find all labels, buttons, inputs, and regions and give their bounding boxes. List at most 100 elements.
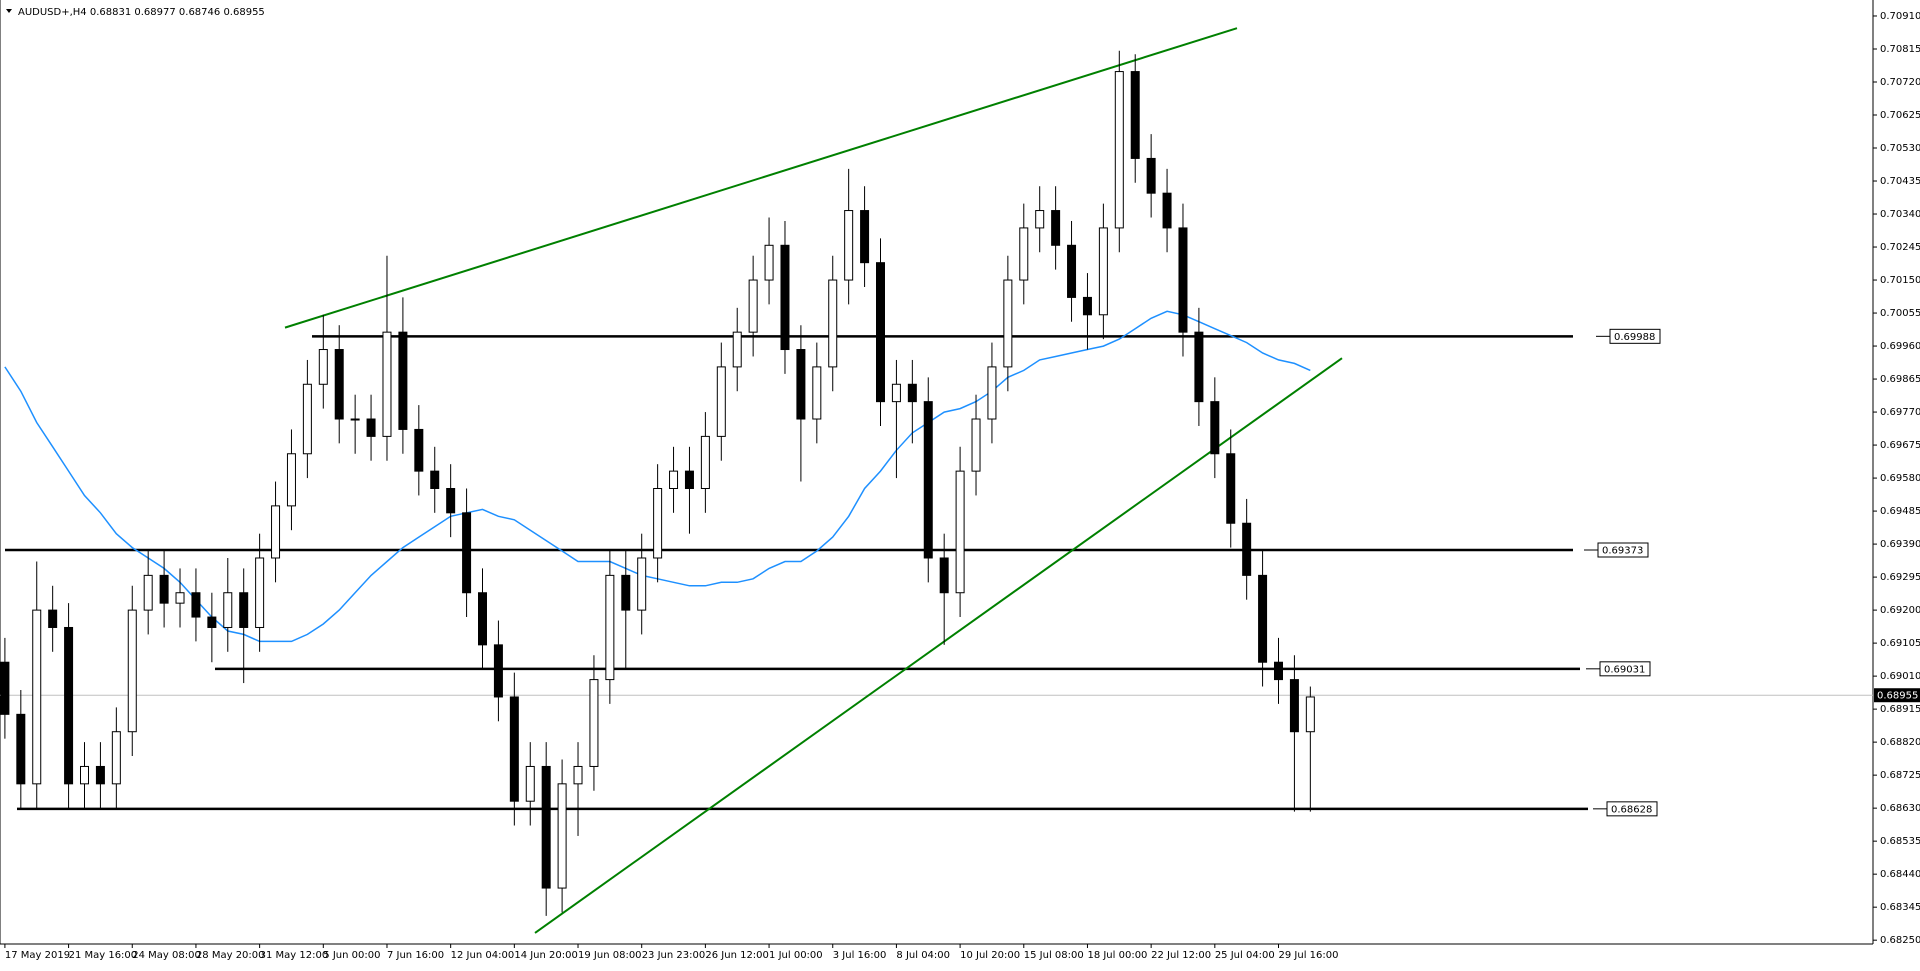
y-tick-label: 0.69770 xyxy=(1880,407,1920,418)
candle-body xyxy=(1130,71,1140,159)
candle-body xyxy=(844,210,854,281)
candle-body xyxy=(207,616,217,628)
candle-body xyxy=(1067,244,1077,298)
x-tick-label: 21 May 16:00 xyxy=(69,950,138,961)
candle-body xyxy=(478,592,487,646)
candle-body xyxy=(1289,679,1299,733)
candle-body xyxy=(509,696,519,802)
x-tick-label: 1 Jul 00:00 xyxy=(769,950,823,961)
candle-body xyxy=(780,244,790,351)
candle-body xyxy=(48,609,58,628)
candle-body xyxy=(939,557,949,594)
candle-body xyxy=(525,765,535,802)
candle-body xyxy=(302,383,312,455)
y-tick-label: 0.70055 xyxy=(1880,308,1920,319)
x-tick-label: 19 Jun 08:00 xyxy=(578,950,642,961)
y-tick-label: 0.69200 xyxy=(1880,605,1920,616)
candle-body xyxy=(1114,71,1124,229)
y-tick-label: 0.69295 xyxy=(1880,572,1920,583)
candle-body xyxy=(1051,210,1061,246)
candle-body xyxy=(255,557,265,628)
current-price-box xyxy=(1874,688,1920,703)
candle-body xyxy=(700,435,710,490)
candle-body xyxy=(1226,453,1236,524)
candle-body xyxy=(1019,227,1029,281)
candle-body xyxy=(32,609,42,785)
candle-body xyxy=(1146,157,1156,194)
x-tick-label: 26 Jun 12:00 xyxy=(705,950,769,961)
candle-body xyxy=(1082,296,1092,316)
candle-body xyxy=(860,210,870,264)
candle-body xyxy=(891,383,901,403)
trendline xyxy=(534,357,1343,934)
candle-body xyxy=(541,765,551,889)
candle-body xyxy=(111,731,121,785)
candle-body xyxy=(493,644,503,698)
level-label-box xyxy=(1609,328,1661,344)
y-tick-label: 0.68820 xyxy=(1880,737,1920,748)
y-tick-label: 0.68440 xyxy=(1880,869,1920,880)
y-tick-label: 0.69010 xyxy=(1880,671,1920,682)
candle-body xyxy=(414,428,424,472)
x-tick-label: 12 Jun 04:00 xyxy=(451,950,515,961)
candle-body xyxy=(987,366,997,420)
x-tick-label: 24 May 08:00 xyxy=(132,950,201,961)
y-tick-label: 0.69865 xyxy=(1880,374,1920,385)
x-tick-label: 17 May 2019 xyxy=(5,950,70,961)
candle-body xyxy=(907,383,917,403)
y-tick-label: 0.68250 xyxy=(1880,935,1920,946)
menu-arrow[interactable] xyxy=(6,9,12,13)
candle-body xyxy=(1098,227,1108,316)
y-tick-label: 0.70150 xyxy=(1880,275,1920,286)
candle-body xyxy=(286,453,296,507)
candle-body xyxy=(127,609,137,733)
candle-body xyxy=(955,470,965,594)
x-tick-label: 3 Jul 16:00 xyxy=(833,950,887,961)
x-tick-label: 23 Jun 23:00 xyxy=(642,950,706,961)
candle-body xyxy=(350,418,360,421)
candle-body xyxy=(1003,279,1013,368)
candle-body xyxy=(64,626,74,785)
level-label: 0.69373 xyxy=(1602,546,1643,557)
level-label: 0.69031 xyxy=(1604,664,1645,675)
candle-body xyxy=(1162,192,1172,229)
candle-body xyxy=(876,262,885,403)
candle-body xyxy=(1305,696,1315,733)
candle-body xyxy=(796,349,806,420)
level-label-box xyxy=(1597,542,1649,558)
candle-body xyxy=(80,765,89,785)
candle-body xyxy=(462,512,472,594)
candle-body xyxy=(589,679,599,767)
candle-body xyxy=(1274,661,1283,681)
y-tick-label: 0.70435 xyxy=(1880,176,1920,187)
candle-body xyxy=(605,574,615,681)
candle-body xyxy=(637,557,647,611)
candle-body xyxy=(271,505,281,559)
y-tick-label: 0.70910 xyxy=(1880,11,1920,22)
x-tick-label: 29 Jul 16:00 xyxy=(1279,950,1339,961)
y-tick-label: 0.70625 xyxy=(1880,110,1920,121)
x-tick-label: 14 Jun 20:00 xyxy=(514,950,578,961)
candle-body xyxy=(1194,331,1204,403)
x-tick-label: 31 May 12:00 xyxy=(260,950,329,961)
y-tick-label: 0.70245 xyxy=(1880,242,1920,253)
candle-body xyxy=(971,418,981,472)
y-tick-label: 0.68915 xyxy=(1880,704,1920,715)
candle-body xyxy=(318,349,328,385)
x-tick-label: 7 Jun 16:00 xyxy=(387,950,444,961)
y-tick-label: 0.70530 xyxy=(1880,143,1920,154)
candle-body xyxy=(95,765,105,785)
y-tick-label: 0.70340 xyxy=(1880,209,1920,220)
y-tick-label: 0.70815 xyxy=(1880,44,1920,55)
candle-body xyxy=(159,574,169,604)
candle-body xyxy=(334,349,344,420)
candle-body xyxy=(557,783,567,889)
y-tick-label: 0.69105 xyxy=(1880,638,1920,649)
y-tick-label: 0.70720 xyxy=(1880,77,1920,88)
candle-body xyxy=(366,418,376,437)
candle-body xyxy=(1035,210,1045,229)
candle-body xyxy=(382,331,392,437)
candle-body xyxy=(716,366,726,437)
candle-body xyxy=(1178,227,1188,333)
